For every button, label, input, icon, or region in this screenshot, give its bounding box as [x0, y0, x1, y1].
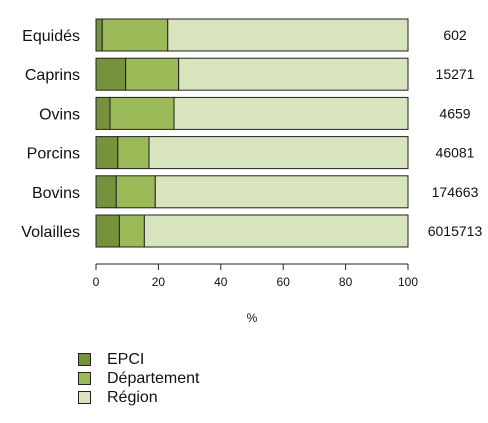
bar-bovins-département [115, 175, 156, 209]
category-label: Ovins [39, 106, 80, 123]
bar-volailles-département [118, 214, 145, 248]
legend-label-departement: Département [107, 370, 200, 387]
legend-item-region: Région [78, 388, 200, 407]
bar-caprins-epci [95, 57, 127, 91]
total-label: 174663 [432, 184, 479, 200]
bar-porcins-région [148, 136, 409, 170]
legend-item-epci: EPCI [78, 350, 200, 369]
x-tick-label: 0 [93, 275, 100, 289]
total-label: 15271 [436, 66, 475, 82]
bar-caprins-région [178, 57, 409, 91]
category-label: Bovins [32, 185, 80, 202]
category-label: Equidés [22, 28, 80, 45]
legend-label-epci: EPCI [107, 351, 145, 368]
bar-bovins-epci [95, 175, 117, 209]
bar-equidés-département [101, 18, 169, 52]
bar-equidés-epci [95, 18, 103, 52]
x-tick-label: 60 [277, 275, 291, 289]
bar-bovins-région [154, 175, 409, 209]
x-tick-label: 40 [214, 275, 228, 289]
bar-volailles-région [143, 214, 409, 248]
bar-equidés-région [167, 18, 409, 52]
legend-label-region: Région [107, 389, 158, 406]
category-label: Porcins [27, 146, 80, 163]
total-label: 602 [443, 27, 467, 43]
x-axis-label: % [247, 311, 258, 325]
x-tick-label: 100 [398, 275, 418, 289]
x-tick-label: 20 [152, 275, 166, 289]
bar-porcins-epci [95, 136, 119, 170]
bar-ovins-région [173, 96, 409, 130]
bar-volailles-epci [95, 214, 120, 248]
total-label: 4659 [439, 105, 470, 121]
legend-item-departement: Département [78, 369, 200, 388]
legend-swatch-region [78, 391, 91, 404]
legend-swatch-epci [78, 353, 91, 366]
bar-ovins-epci [95, 96, 111, 130]
x-tick-label: 80 [339, 275, 353, 289]
bar-ovins-département [109, 96, 175, 130]
category-label: Caprins [25, 67, 80, 84]
total-label: 46081 [436, 145, 475, 161]
chart-legend: EPCI Département Région [78, 350, 200, 407]
bar-caprins-département [125, 57, 180, 91]
bar-porcins-département [117, 136, 150, 170]
total-label: 6015713 [428, 223, 483, 239]
legend-swatch-departement [78, 372, 91, 385]
category-label: Volailles [21, 224, 80, 241]
